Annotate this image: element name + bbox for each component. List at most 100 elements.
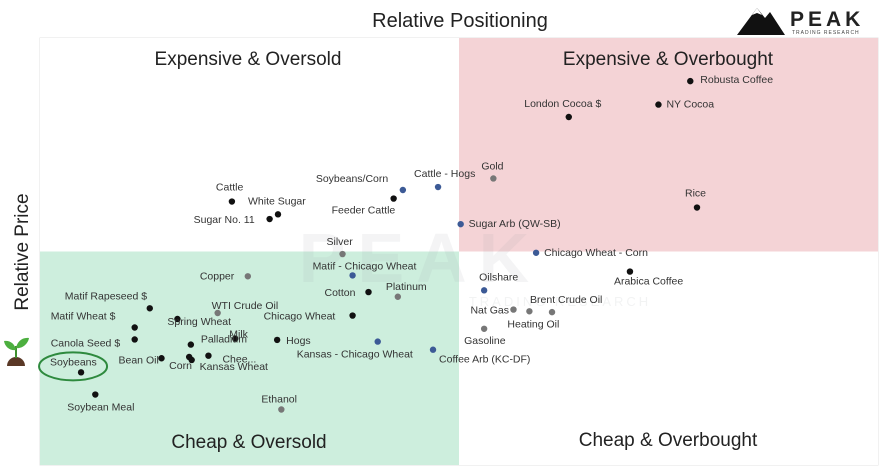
point-label: Soybeans (50, 356, 97, 368)
quadrant-label-top-right: Expensive & Overbought (563, 49, 774, 70)
point-label: Chicago Wheat - Corn (544, 247, 648, 259)
point-marker (244, 273, 252, 280)
point-marker (626, 268, 634, 275)
point-label: Copper (200, 270, 235, 282)
data-point: Matif Rapeseed $ (65, 290, 153, 312)
data-point: Rice (685, 188, 706, 211)
point-label: Corn (169, 360, 192, 372)
point-label: Arabica Coffee (614, 276, 683, 288)
point-marker (187, 341, 195, 348)
data-point: Heating Oil (507, 308, 559, 330)
data-point: Milk (229, 329, 249, 342)
data-point: Gold (481, 160, 504, 182)
quadrant-label-top-left: Expensive & Oversold (155, 49, 342, 70)
point-label: Coffee Arb (KC-DF) (439, 354, 530, 366)
point-label: Kansas Wheat (200, 361, 268, 373)
logo-name: PEAK (790, 8, 864, 31)
point-label: Cotton (324, 287, 355, 299)
quadrant-top-left (40, 38, 459, 252)
point-label: Chee... (222, 354, 256, 366)
quadrant-bottom-left (40, 251, 459, 465)
data-point: Platinum (386, 281, 427, 300)
point-marker (434, 183, 442, 191)
point-marker (214, 309, 221, 317)
quadrant-backgrounds (40, 38, 878, 465)
point-marker (532, 249, 540, 256)
point-marker (394, 293, 402, 300)
point-marker (565, 113, 572, 121)
point-marker (349, 312, 356, 319)
point-marker (174, 315, 181, 323)
logo: PEAK TRADING RESEARCH (737, 8, 864, 36)
point-label: Nat Gas (470, 305, 509, 317)
point-marker (228, 198, 236, 205)
data-point: Feeder Cattle (332, 195, 397, 217)
point-marker (92, 391, 99, 398)
data-point: Kansas - Chicago Wheat (297, 338, 413, 361)
data-point: Chicago Wheat (264, 311, 356, 323)
point-marker (526, 308, 533, 315)
data-point: Coffee Arb (KC-DF) (429, 346, 530, 366)
watermark-subtitle: TRADING RESEARCH (469, 294, 651, 309)
point-label: Spring Wheat (167, 316, 231, 328)
data-point: Chee... (205, 352, 256, 366)
point-marker (548, 308, 556, 316)
data-point: Spring Wheat (167, 315, 231, 328)
point-marker (273, 336, 281, 344)
point-marker (365, 288, 372, 296)
point-marker (339, 250, 346, 258)
point-marker (278, 406, 285, 413)
quadrant-label-bottom-left: Cheap & Oversold (171, 432, 326, 453)
data-point: Soybean Meal (67, 391, 134, 414)
point-label: Soybeans/Corn (316, 173, 389, 185)
point-label: Cattle - Hogs (414, 168, 475, 180)
point-marker (158, 355, 165, 362)
point-label: Sugar Arb (QW-SB) (469, 218, 561, 230)
data-point: Brent Crude Oil (530, 294, 602, 316)
point-label: Matif - Chicago Wheat (313, 260, 417, 272)
logo-subtitle: TRADING RESEARCH (792, 30, 860, 36)
data-point: Silver (327, 236, 353, 258)
y-axis-label: Relative Price (12, 193, 33, 310)
point-label: Gold (481, 160, 503, 172)
point-label: Sugar No. 11 (194, 214, 255, 226)
point-label: Hogs (286, 335, 311, 347)
point-label: Oilshare (479, 271, 518, 283)
data-point: Ethanol (261, 393, 297, 413)
watermark-text: PEAK (299, 219, 541, 297)
mountain-icon (737, 8, 785, 35)
point-label: Matif Rapeseed $ (65, 290, 147, 302)
point-marker (77, 369, 85, 376)
point-marker (510, 306, 517, 313)
point-marker (185, 353, 193, 361)
data-point: Hogs (273, 335, 311, 347)
point-label: Palladium (201, 334, 247, 346)
point-marker (429, 346, 437, 353)
data-point: London Cocoa $ (524, 98, 601, 121)
point-label: Matif Wheat $ (51, 311, 116, 323)
data-point: Palladium (187, 334, 247, 348)
highlight-ring (38, 351, 109, 382)
point-marker (687, 77, 694, 85)
data-point: White Sugar (248, 195, 306, 218)
data-point: Robusta Coffee (687, 74, 773, 86)
point-marker (205, 352, 212, 359)
quadrant-top-right (459, 38, 878, 252)
point-marker (693, 204, 701, 211)
data-point: Sugar Arb (QW-SB) (457, 218, 561, 230)
data-point: Sugar No. 11 (194, 214, 273, 226)
point-marker (480, 325, 488, 332)
point-label: Brent Crude Oil (530, 294, 602, 306)
data-point: Matif - Chicago Wheat (313, 260, 417, 279)
data-point: Copper (200, 270, 252, 282)
data-point: WTI Crude Oil (212, 300, 279, 317)
data-point: Canola Seed $ (51, 336, 138, 349)
data-point: Gasoline (464, 325, 506, 347)
point-label: NY Cocoa (666, 99, 714, 111)
point-marker (399, 186, 407, 194)
point-marker (457, 220, 464, 228)
point-label: Gasoline (464, 335, 506, 347)
point-label: WTI Crude Oil (212, 300, 279, 312)
point-label: London Cocoa $ (524, 98, 601, 110)
